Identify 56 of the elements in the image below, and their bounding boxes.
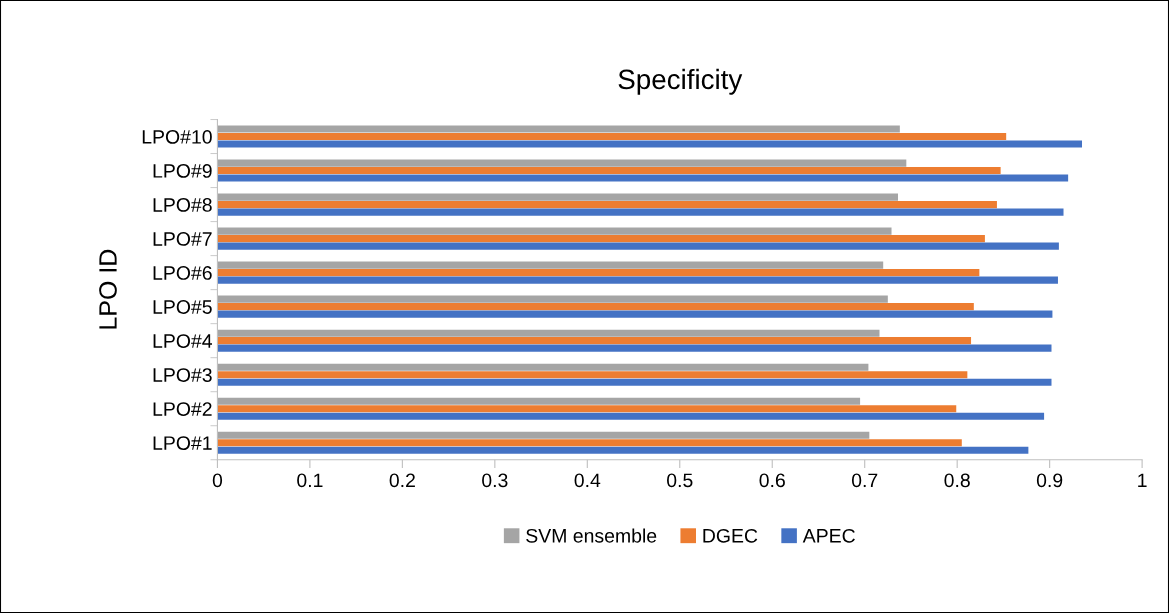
bar: [217, 235, 985, 243]
y-tick-label: LPO#6: [153, 266, 212, 280]
bar: [217, 363, 869, 371]
bar: [217, 431, 870, 439]
y-tick-label: LPO#9: [153, 164, 212, 178]
bar: [217, 378, 1052, 386]
legend-label: SVM ensemble: [526, 528, 657, 543]
bar: [217, 201, 997, 209]
y-tick-label: LPO#4: [153, 334, 213, 348]
bar: [217, 405, 957, 413]
bar: [217, 276, 1058, 284]
x-tick-label: 0.6: [759, 473, 785, 488]
bar: [217, 159, 907, 167]
x-tick-label: 0.1: [297, 473, 323, 488]
x-tick-label: 0: [212, 473, 223, 488]
y-tick-label: LPO#7: [153, 232, 212, 246]
x-tick-label: 0.9: [1036, 473, 1063, 488]
x-tick-label: 0.7: [851, 473, 878, 488]
y-tick-label: LPO#8: [153, 198, 212, 212]
x-tick-label: 0.4: [574, 473, 601, 488]
x-tick-label: 0.3: [482, 473, 508, 488]
bar: [217, 261, 884, 269]
legend-label: APEC: [802, 528, 855, 543]
bar: [217, 397, 861, 405]
bar: [217, 132, 1007, 141]
bar: [217, 295, 888, 303]
bar: [217, 242, 1059, 250]
bar: [217, 439, 962, 447]
bar: [217, 269, 980, 277]
y-tick-label: LPO#2: [153, 402, 212, 416]
x-tick-label: 0.5: [667, 473, 693, 488]
bar: [217, 329, 880, 337]
bar: [217, 193, 898, 201]
y-tick-label: LPO#5: [153, 300, 212, 314]
y-tick-label: LPO#1: [153, 436, 212, 450]
bar: [217, 140, 1083, 148]
x-tick-label: 1: [1138, 473, 1147, 488]
bar: [217, 174, 1069, 182]
bar: [217, 303, 974, 311]
x-tick-label: 0.8: [944, 473, 970, 488]
y-axis-title: LPO ID: [99, 249, 117, 329]
bar: [217, 337, 972, 345]
y-tick-label: LPO#10: [142, 130, 212, 144]
x-tick-label: 0.2: [389, 473, 415, 488]
y-tick-label: LPO#3: [153, 368, 212, 382]
bar: [217, 310, 1053, 318]
bar: [217, 167, 1001, 175]
bar: [217, 227, 892, 235]
bar: [217, 371, 968, 379]
bar: [217, 412, 1045, 420]
bar: [217, 446, 1029, 454]
bar: [217, 208, 1064, 216]
legend-label: DGEC: [703, 528, 758, 543]
bar: [217, 125, 900, 133]
bar: [217, 344, 1052, 352]
chart-title: Specificity: [618, 68, 743, 95]
